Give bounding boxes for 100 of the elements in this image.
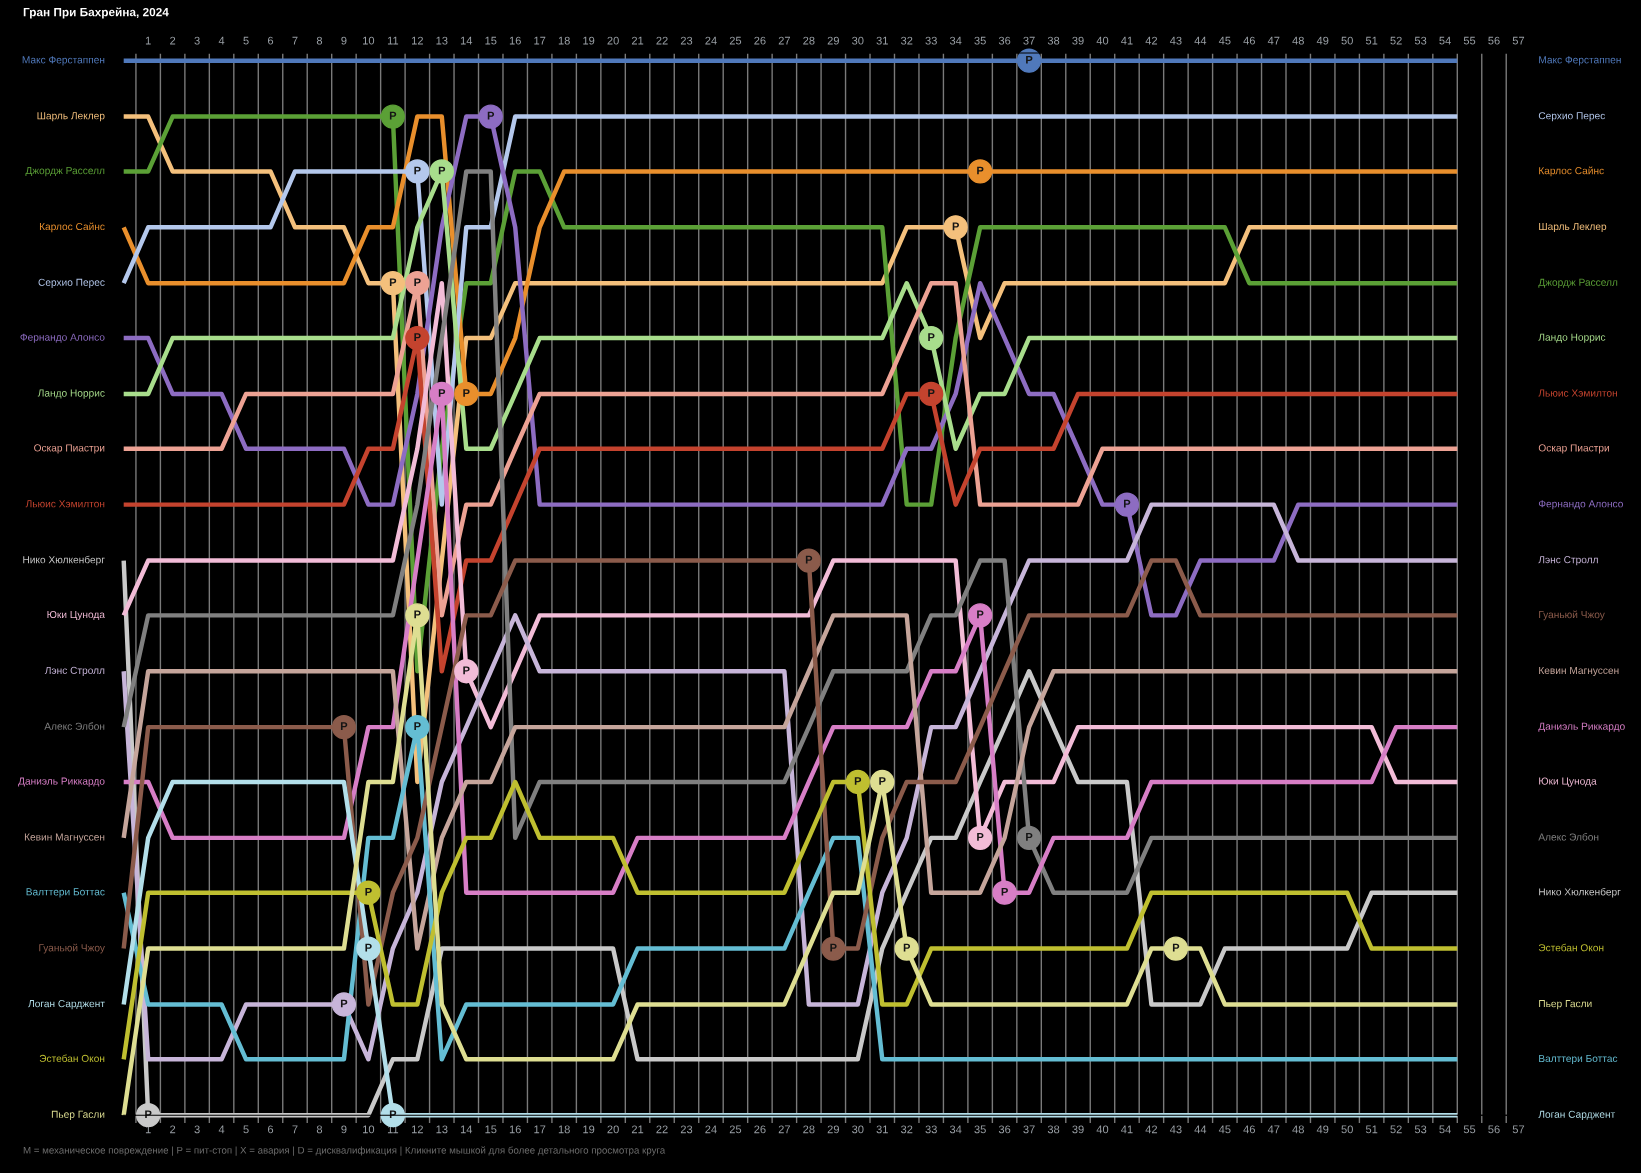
point xyxy=(331,714,357,740)
x2-tick-label: 14 xyxy=(460,36,473,45)
x2-tick-label: 36 xyxy=(998,36,1011,45)
x-tick-label: 9 xyxy=(341,1125,347,1134)
annotation: P xyxy=(365,943,372,952)
x-tick-label: 44 xyxy=(1194,1125,1207,1134)
x-tick-label: 20 xyxy=(607,1125,619,1134)
x2-tick-label: 18 xyxy=(558,36,570,45)
x-tick-label: 48 xyxy=(1292,1125,1304,1134)
x-tick-label: 15 xyxy=(485,1125,497,1134)
point xyxy=(1163,936,1189,961)
x2-tick-label: 4 xyxy=(218,36,225,45)
annotation: P xyxy=(1026,55,1033,64)
series-label: Джордж Расселл xyxy=(25,167,105,177)
x2-tick-label: 24 xyxy=(705,36,717,45)
annotation: P xyxy=(414,610,421,619)
x-tick-label: 34 xyxy=(949,1125,962,1134)
annotation: P xyxy=(1001,887,1008,896)
x2-tick-label: 7 xyxy=(292,36,298,45)
x-tick-label: 17 xyxy=(534,1125,546,1134)
series-label: Кевин Магнуссен xyxy=(24,833,105,843)
x2-tick-label: 45 xyxy=(1218,36,1231,45)
x2-tick-label: 5 xyxy=(243,36,249,45)
point xyxy=(331,992,357,1017)
x-tick-label: 37 xyxy=(1023,1125,1035,1134)
x2-tick-label: 37 xyxy=(1023,36,1035,45)
point xyxy=(405,714,430,740)
x2-tick-label: 31 xyxy=(876,36,888,45)
x-tick-label: 43 xyxy=(1169,1125,1182,1134)
x2-tick-label: 46 xyxy=(1243,36,1255,45)
annotation: P xyxy=(365,887,372,896)
x2-tick-label: 12 xyxy=(412,36,423,45)
annotation: P xyxy=(463,389,470,397)
annotation: P xyxy=(854,777,862,785)
annotation: P xyxy=(977,166,984,175)
annotation: P xyxy=(414,278,421,287)
series-label: Льюис Хэмилтон xyxy=(25,500,105,508)
series-label: Серхио Перес xyxy=(38,278,105,288)
series-label: Карлос Сайнс xyxy=(39,222,105,233)
x-tick-label: 8 xyxy=(316,1125,323,1134)
annotation: P xyxy=(952,222,959,231)
series-label: Макс Ферстаппен xyxy=(22,56,105,66)
point xyxy=(870,769,895,795)
annotation: P xyxy=(805,555,813,564)
x2-tick-label: 21 xyxy=(631,36,644,45)
x2-tick-label: 57 xyxy=(1512,36,1525,45)
series-label: Алекс Элбон xyxy=(44,722,105,730)
x-tick-label: 29 xyxy=(827,1125,839,1134)
x-tick-label: 25 xyxy=(729,1125,742,1134)
annotation: P xyxy=(340,999,348,1008)
text: Лэнс Стролл xyxy=(1538,556,1598,566)
x-tick-label: 7 xyxy=(292,1125,298,1134)
annotation: P xyxy=(879,777,886,785)
x2-tick-label: 33 xyxy=(925,36,937,45)
x-tick-label: 27 xyxy=(778,1125,790,1134)
x-tick-label: 33 xyxy=(925,1125,937,1134)
x2-tick-label: 28 xyxy=(803,36,815,45)
chart-title: Гран При Бахрейна, 2024 xyxy=(23,7,169,19)
x-tick-label: 42 xyxy=(1145,1125,1158,1134)
x2-tick-label: 9 xyxy=(341,36,347,45)
x-tick-label: 31 xyxy=(876,1125,888,1134)
x2-tick-label: 40 xyxy=(1096,36,1109,45)
x2-tick-label: 30 xyxy=(852,36,864,45)
x2-tick-label: 48 xyxy=(1292,36,1304,45)
point xyxy=(429,381,454,407)
x2-tick-label: 53 xyxy=(1414,36,1427,45)
series-label: Валттери Боттас xyxy=(26,888,105,898)
text: Серхио Перес xyxy=(1538,112,1606,122)
x2-tick-label: 19 xyxy=(583,36,595,45)
x2-tick-label: 6 xyxy=(267,36,274,45)
point xyxy=(967,159,993,184)
x-tick-label: 19 xyxy=(583,1125,595,1134)
x-tick-label: 6 xyxy=(267,1125,274,1134)
x2-tick-label: 13 xyxy=(436,36,448,45)
x2-tick-label: 27 xyxy=(778,36,790,45)
text: Макс Ферстаппен xyxy=(1539,56,1621,66)
point xyxy=(967,603,993,628)
text: Ландо Норрис xyxy=(1538,333,1606,343)
series-label: Ландо Норрис xyxy=(37,389,105,399)
x2-tick-label: 16 xyxy=(509,36,521,45)
x2-tick-label: 50 xyxy=(1341,36,1353,45)
x-tick-label: 49 xyxy=(1316,1125,1329,1134)
x2-tick-label: 42 xyxy=(1145,36,1158,45)
point xyxy=(919,381,944,407)
x2-tick-label: 52 xyxy=(1390,36,1402,45)
x2-tick-label: 29 xyxy=(827,36,839,45)
x2-tick-label: 38 xyxy=(1047,36,1060,45)
annotation: P xyxy=(438,166,446,175)
point xyxy=(136,1103,161,1128)
annotation: P xyxy=(340,722,348,731)
text: Алекс Элбон xyxy=(1538,833,1599,841)
x-tick-label: 45 xyxy=(1218,1125,1231,1134)
x-tick-label: 46 xyxy=(1243,1125,1255,1134)
text: M = механическое повреждение | P = пит-стоп | X = авария | D = дисквалификация | Кликните мышкой для более детального просмотра круга xyxy=(23,1146,666,1156)
point xyxy=(405,271,430,296)
series-label: Даниэль Риккардо xyxy=(18,777,105,787)
point xyxy=(380,104,406,129)
x-tick-label: 16 xyxy=(509,1125,521,1134)
series-label: Эстебан Окон xyxy=(39,1054,105,1063)
x-tick-label: 50 xyxy=(1341,1125,1353,1134)
